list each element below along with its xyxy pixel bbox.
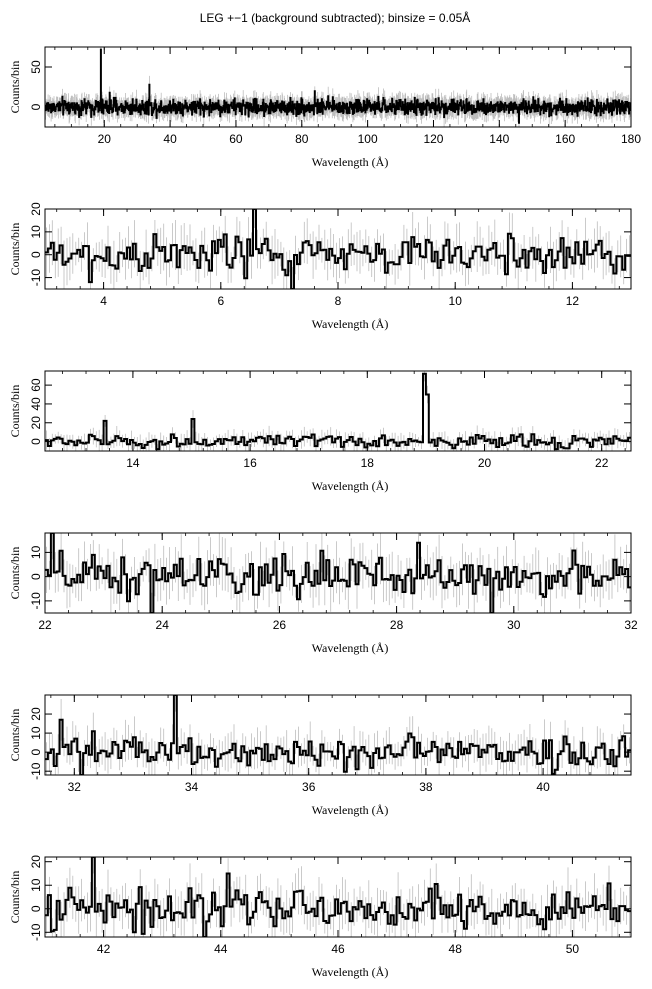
- x-tick-label: 36: [302, 780, 316, 794]
- y-tick-label: 0: [29, 748, 43, 755]
- x-tick-label: 100: [358, 132, 378, 146]
- y-tick-label: 0: [29, 438, 43, 445]
- y-tick-label: -10: [29, 923, 43, 941]
- plot-frame: [44, 370, 632, 452]
- x-tick-label: 40: [163, 132, 177, 146]
- y-tick-label: 20: [29, 707, 43, 721]
- x-tick-label: 42: [97, 942, 111, 956]
- y-axis-label: Counts/bin: [8, 223, 22, 276]
- spectrum-line: [45, 372, 631, 451]
- x-tick-label: 38: [419, 780, 433, 794]
- panel-5: 32 34 36 38 40 -10 0 10 20 Wavelength (Å) Counts/b…: [8, 694, 632, 817]
- plot-frame: [44, 46, 632, 128]
- x-tick-label: 22: [38, 618, 52, 632]
- x-tick-label: 80: [295, 132, 309, 146]
- y-tick-label: 0: [29, 251, 43, 258]
- y-tick-label: 50: [29, 60, 43, 74]
- x-tick-label: 16: [243, 456, 257, 470]
- y-tick-label: 20: [29, 855, 43, 869]
- y-tick-label: 0: [29, 103, 43, 110]
- x-tick-label: 18: [361, 456, 375, 470]
- spectrum-line: [45, 695, 631, 775]
- plot-frame: [44, 694, 632, 776]
- x-tick-label: 20: [98, 132, 112, 146]
- y-tick-label: -10: [29, 592, 43, 610]
- panel-4: 22 24 26 28 30 32 -10 0 10 Wavelength (Å) Counts/b…: [8, 532, 638, 655]
- x-tick-label: 32: [624, 618, 638, 632]
- y-tick-label: 60: [29, 378, 43, 392]
- x-tick-label: 4: [100, 294, 107, 308]
- x-tick-label: 32: [68, 780, 82, 794]
- panel-1: 20 40 60 80 100 120 140 160 180 0 50 Wavelength (Å)…: [8, 46, 641, 169]
- x-axis-label: Wavelength (Å): [312, 803, 389, 817]
- spectrum-line: [45, 857, 631, 937]
- panel-2: 4 6 8 10 12 -10 0 10 20 Wavelength (Å) Counts/bin: [8, 202, 632, 331]
- y-tick-label: 10: [29, 726, 43, 740]
- y-tick-label: -10: [29, 762, 43, 780]
- x-tick-label: 22: [595, 456, 609, 470]
- x-axis-label: Wavelength (Å): [312, 317, 389, 331]
- error-bars: [46, 209, 630, 289]
- spectrum-line: [45, 48, 631, 124]
- y-tick-label: 10: [29, 225, 43, 239]
- error-bars: [46, 857, 630, 937]
- x-axis-label: Wavelength (Å): [312, 641, 389, 655]
- x-tick-label: 140: [489, 132, 509, 146]
- x-tick-label: 12: [566, 294, 580, 308]
- x-tick-label: 34: [185, 780, 199, 794]
- y-axis-label: Counts/bin: [8, 547, 22, 600]
- x-tick-label: 50: [566, 942, 580, 956]
- y-axis-label: Counts/bin: [8, 871, 22, 924]
- x-tick-label: 6: [217, 294, 224, 308]
- y-tick-label: 40: [29, 397, 43, 411]
- figure-title: LEG +−1 (background subtracted); binsize…: [200, 10, 471, 25]
- x-axis-label: Wavelength (Å): [312, 479, 389, 493]
- x-tick-label: 120: [423, 132, 443, 146]
- x-tick-label: 44: [214, 942, 228, 956]
- x-tick-label: 46: [331, 942, 345, 956]
- x-tick-label: 20: [478, 456, 492, 470]
- y-tick-label: 0: [29, 573, 43, 580]
- y-tick-label: 20: [29, 202, 43, 216]
- y-tick-label: 0: [29, 905, 43, 912]
- panel-3: 14 16 18 20 22 0 20 40 60 Wavelength (Å) Counts/bi…: [8, 370, 632, 493]
- y-tick-label: -10: [29, 269, 43, 287]
- x-tick-label: 28: [390, 618, 404, 632]
- x-tick-label: 30: [507, 618, 521, 632]
- x-tick-label: 24: [156, 618, 170, 632]
- spectrum-line: [45, 533, 631, 613]
- x-tick-label: 160: [555, 132, 575, 146]
- x-tick-label: 60: [229, 132, 243, 146]
- y-tick-label: 20: [29, 416, 43, 430]
- y-axis-label: Counts/bin: [8, 709, 22, 762]
- x-tick-label: 26: [273, 618, 287, 632]
- x-axis-label: Wavelength (Å): [312, 155, 389, 169]
- x-tick-label: 10: [449, 294, 463, 308]
- x-tick-label: 8: [335, 294, 342, 308]
- y-tick-label: 10: [29, 545, 43, 559]
- x-axis-label: Wavelength (Å): [312, 965, 389, 979]
- y-axis-label: Counts/bin: [8, 61, 22, 114]
- error-bars: [45, 47, 631, 127]
- panel-6: 42 44 46 48 50 -10 0 10 20 Wavelength (Å) Counts/b…: [8, 855, 632, 979]
- y-axis-label: Counts/bin: [8, 385, 22, 438]
- spectrum-line: [45, 209, 631, 289]
- x-tick-label: 40: [536, 780, 550, 794]
- y-tick-label: 10: [29, 878, 43, 892]
- x-tick-label: 14: [126, 456, 140, 470]
- x-tick-label: 48: [449, 942, 463, 956]
- x-tick-label: 180: [621, 132, 641, 146]
- plot-frame: [44, 532, 632, 614]
